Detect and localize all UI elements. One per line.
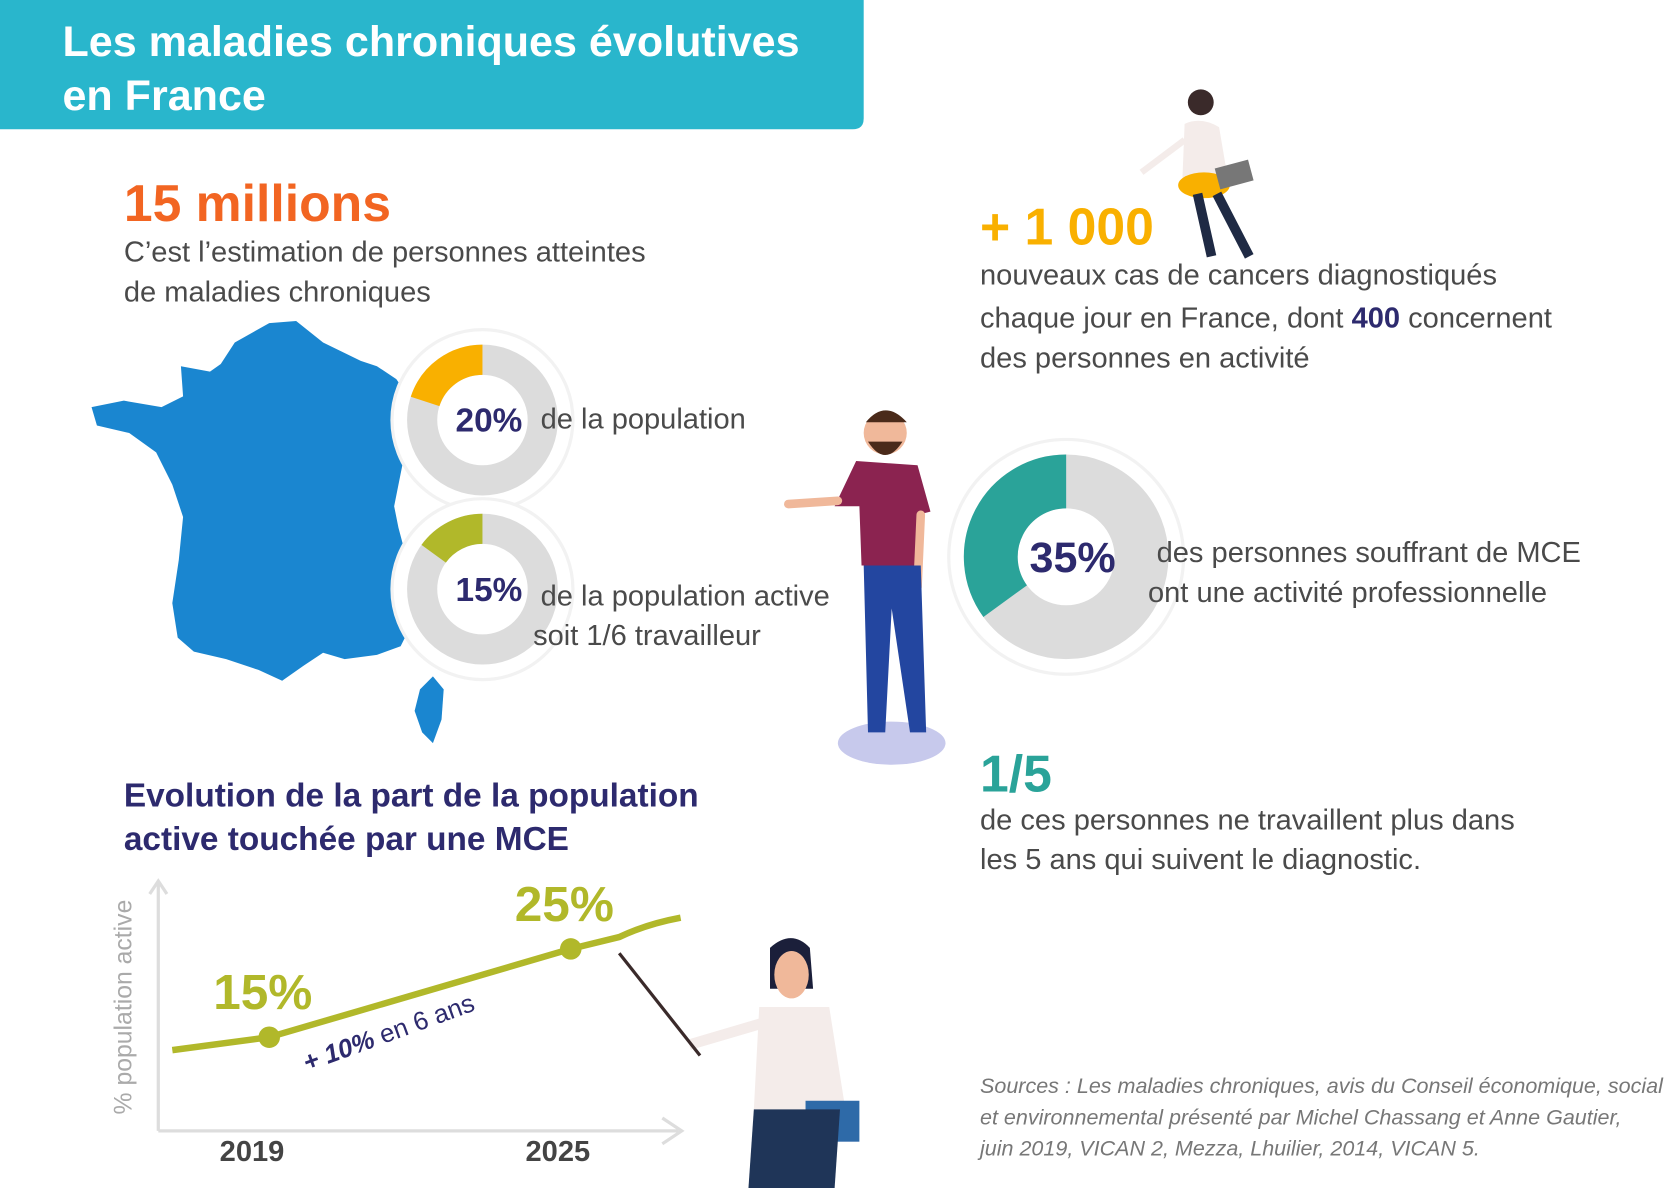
cancer-text: chaque jour en France, dont 400 concerne… bbox=[980, 302, 1552, 334]
headline-figure: 15 millions bbox=[124, 174, 391, 232]
headline-text: C’est l’estimation de personnes atteinte… bbox=[124, 237, 646, 269]
x-label: 2019 bbox=[220, 1136, 285, 1168]
line-chart: 15% 2019 25% 2025 + 10% en 6 ans bbox=[171, 877, 682, 1168]
annotation-text: en 6 ans bbox=[369, 989, 478, 1052]
chart-title: Evolution de la part de la population bbox=[124, 778, 699, 815]
illustration-woman-laptop bbox=[1139, 89, 1254, 259]
header-banner bbox=[0, 0, 864, 130]
value-label: 15% bbox=[213, 965, 312, 1020]
donut-text: des personnes souffrant de MCE bbox=[1157, 537, 1581, 569]
text-part: concernent bbox=[1400, 302, 1552, 334]
sources: Sources : Les maladies chroniques, avis … bbox=[980, 1074, 1664, 1098]
sources: juin 2019, VICAN 2, Mezza, Lhuilier, 201… bbox=[977, 1137, 1480, 1161]
title: Les maladies chroniques évolutives bbox=[62, 18, 799, 66]
line-lead bbox=[171, 1034, 270, 1054]
text-part: chaque jour en France, dont bbox=[980, 302, 1352, 334]
fraction-figure: 1/5 bbox=[980, 745, 1052, 803]
annotation-bold: + 10% bbox=[299, 1026, 378, 1078]
headline-text: de maladies chroniques bbox=[124, 277, 431, 309]
donuts: 20% de la population 15% de la population a… bbox=[390, 327, 1581, 682]
data-point bbox=[258, 1026, 280, 1048]
corsica bbox=[414, 676, 444, 744]
illustration-teacher bbox=[617, 938, 860, 1188]
donut-text: de la population bbox=[541, 404, 746, 436]
chart-title: active touchée par une MCE bbox=[124, 821, 569, 858]
donut-text: soit 1/6 travailleur bbox=[533, 620, 761, 652]
sources: et environnemental présenté par Michel C… bbox=[980, 1105, 1621, 1129]
fraction-text: les 5 ans qui suivent le diagnostic. bbox=[980, 844, 1421, 876]
cancer-text: des personnes en activité bbox=[980, 342, 1310, 374]
text-bold: 400 bbox=[1352, 302, 1400, 334]
fraction-text: de ces personnes ne travaillent plus dan… bbox=[980, 804, 1515, 836]
donut-arc bbox=[421, 513, 484, 564]
france-map bbox=[91, 320, 412, 681]
donut-text: ont une activité professionnelle bbox=[1148, 577, 1547, 609]
cancer-figure: + 1 000 bbox=[980, 197, 1154, 255]
line-tail bbox=[570, 914, 682, 953]
donut-label: 20% bbox=[456, 403, 523, 440]
value-label: 25% bbox=[515, 877, 614, 932]
title: en France bbox=[62, 72, 265, 120]
donut-text: de la population active bbox=[541, 580, 830, 612]
donut-arc bbox=[963, 454, 1068, 617]
illustration-man bbox=[784, 410, 946, 765]
donut-label: 35% bbox=[1030, 534, 1116, 582]
x-axis bbox=[158, 1116, 685, 1146]
y-axis bbox=[148, 878, 169, 1131]
y-axis-label: % population active bbox=[110, 900, 137, 1115]
x-label: 2025 bbox=[526, 1136, 591, 1168]
cancer-text: nouveaux cas de cancers diagnostiqués bbox=[980, 259, 1497, 291]
data-point bbox=[560, 938, 582, 960]
donut-arc bbox=[410, 344, 484, 407]
donut-label: 15% bbox=[456, 572, 523, 609]
data-line bbox=[268, 945, 572, 1041]
